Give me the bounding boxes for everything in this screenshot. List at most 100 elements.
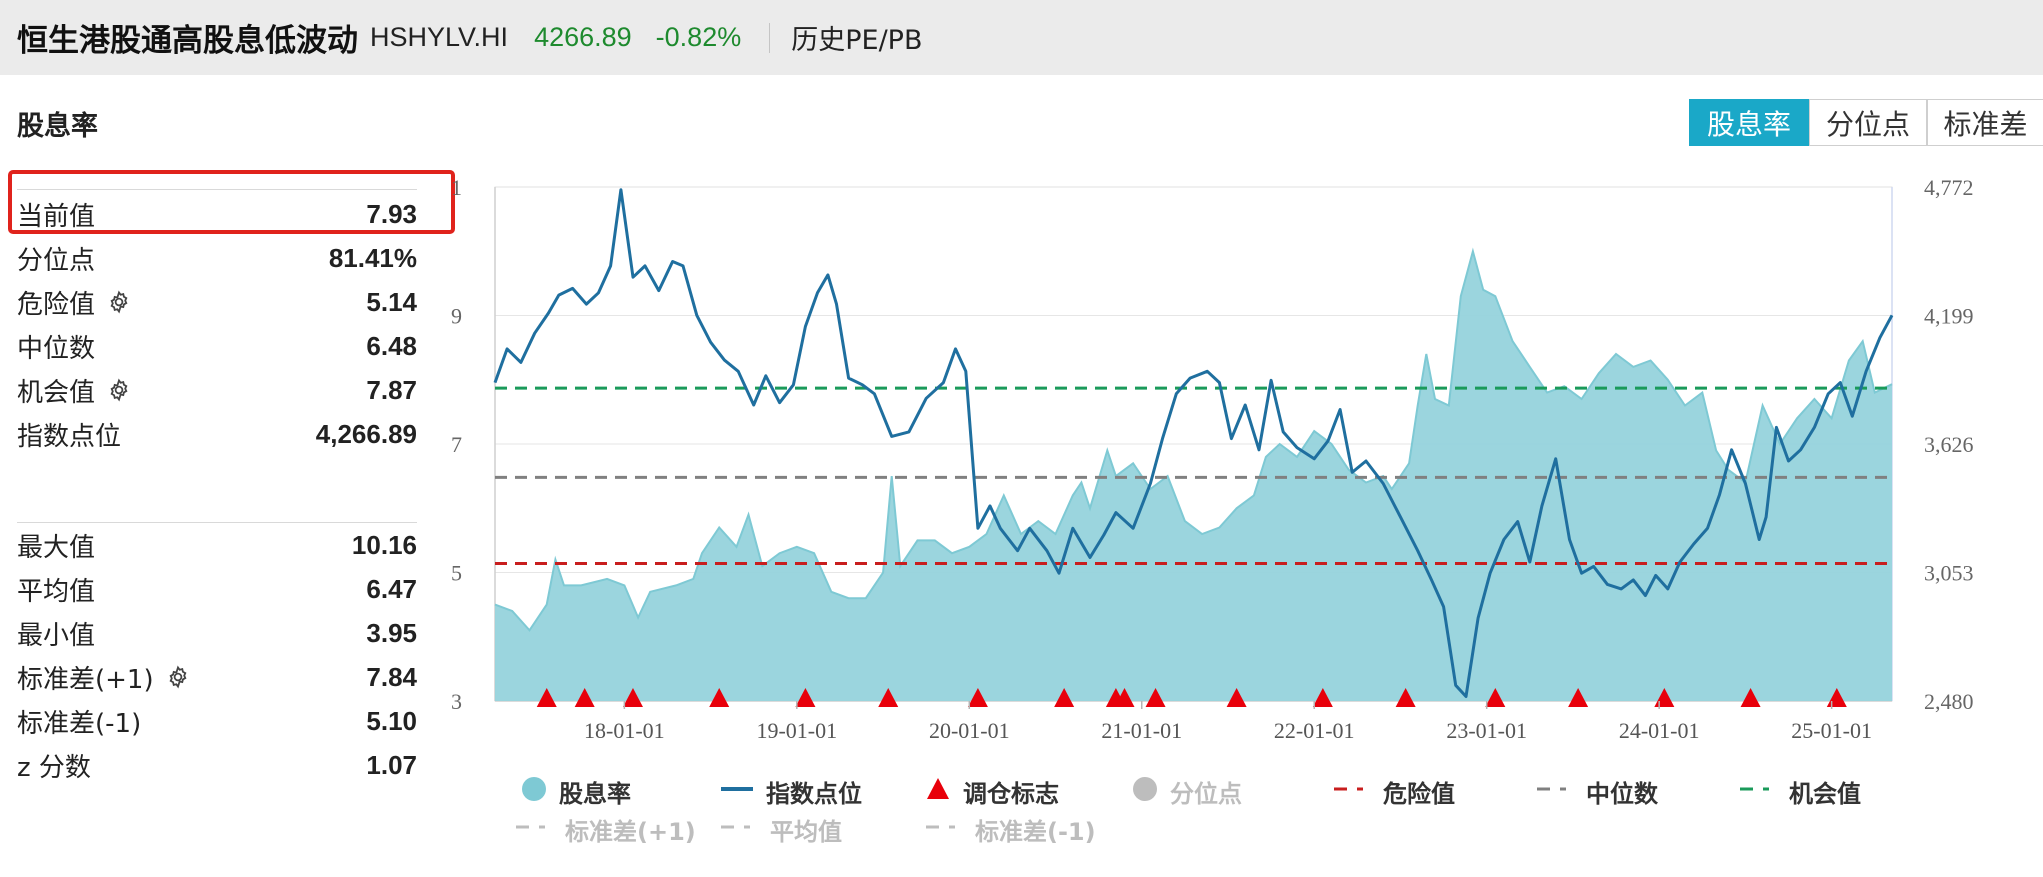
- stat-label: 标准差(+1): [17, 659, 190, 696]
- stat-label-text: 最大值: [17, 532, 96, 563]
- rebalance-marker: [967, 688, 988, 707]
- stat-label-text: 指数点位: [17, 421, 122, 452]
- rebalance-marker: [536, 688, 557, 707]
- stat-label-text: 标准差(+1): [17, 664, 154, 695]
- legend-item[interactable]: 分位点: [1132, 774, 1242, 809]
- index-level-line: [493, 188, 1894, 698]
- stat-value: 7.87: [366, 374, 417, 405]
- stat-row: 标准差(+1) 7.84: [17, 655, 417, 699]
- rebalance-marker: [1226, 688, 1247, 707]
- legend-item[interactable]: 股息率: [521, 774, 631, 809]
- index-code: HSHYLV.HI: [370, 22, 509, 52]
- x-tick-label: 18-01-01: [584, 718, 665, 743]
- stat-label: 最大值: [17, 527, 95, 564]
- rebalance-marker: [795, 688, 816, 707]
- legend-label: 股息率: [559, 780, 631, 808]
- stat-value: 7.93: [366, 198, 417, 229]
- legend-item[interactable]: 机会值: [1739, 774, 1861, 809]
- legend-label: 平均值: [770, 818, 842, 846]
- stat-value: 1.07: [366, 749, 417, 780]
- legend-label: 调仓标志: [963, 780, 1059, 808]
- stat-row: 指数点位 4,266.89: [17, 412, 417, 456]
- chart-legend: 股息率 指数点位 调仓标志 分位点 危险值 中位数 机会值标准差(+1) 平均值 标准差(-1): [512, 774, 1912, 864]
- rebalance-marker: [1312, 688, 1333, 707]
- x-tick-label: 24-01-01: [1619, 718, 1700, 743]
- stat-value: 6.48: [366, 330, 417, 361]
- history-pe-pb-link[interactable]: 历史PE/PB: [791, 25, 923, 56]
- legend-symbol-icon: [1536, 776, 1574, 808]
- rebalance-marker: [709, 688, 730, 707]
- y-left-tick-label: 5: [451, 561, 462, 586]
- legend-label: 危险值: [1383, 780, 1455, 808]
- legend-item[interactable]: 标准差(+1): [515, 812, 696, 847]
- stat-label: 中位数: [17, 328, 95, 365]
- index-price: 4266.89: [534, 22, 632, 52]
- toggle-percentile[interactable]: 分位点: [1809, 99, 1927, 146]
- x-tick-label: 23-01-01: [1446, 718, 1527, 743]
- legend-item[interactable]: 标准差(-1): [925, 812, 1096, 847]
- stat-value: 81.41%: [328, 242, 417, 273]
- legend-item[interactable]: 指数点位: [720, 774, 862, 809]
- y-left-tick-label: 3: [451, 689, 462, 714]
- legend-symbol-icon: [720, 776, 754, 808]
- index-name: 恒生港股通高股息低波动: [17, 23, 358, 59]
- stat-label-text: 机会值: [17, 377, 96, 408]
- settings-gear-icon[interactable]: [107, 290, 131, 314]
- y-right-tick-label: 4,199: [1924, 304, 1974, 329]
- stat-label: 机会值: [17, 372, 131, 409]
- rebalance-marker: [1114, 688, 1135, 707]
- legend-item[interactable]: 危险值: [1333, 774, 1455, 809]
- legend-item[interactable]: 调仓标志: [925, 774, 1059, 809]
- toggle-dividend-yield[interactable]: 股息率: [1689, 99, 1809, 146]
- metric-toggle: 股息率 分位点 标准差: [1689, 99, 2043, 146]
- legend-label: 分位点: [1170, 780, 1242, 808]
- stat-row: 当前值 7.93: [17, 192, 417, 236]
- legend-symbol-icon: [1132, 776, 1158, 808]
- stat-label-text: 当前值: [17, 201, 96, 232]
- y-right-tick-label: 3,053: [1924, 561, 1974, 586]
- stats-divider-middle: [17, 522, 417, 523]
- rebalance-marker: [574, 688, 595, 707]
- legend-symbol-icon: [515, 814, 553, 846]
- legend-symbol-icon: [925, 814, 963, 846]
- stat-row: 最大值 10.16: [17, 523, 417, 567]
- stat-label-text: 标准差(-1): [17, 708, 142, 739]
- legend-symbol-icon: [521, 776, 547, 808]
- top-bar: 恒生港股通高股息低波动 HSHYLV.HI 4266.89 -0.82% 历史P…: [0, 0, 2043, 75]
- legend-label: 指数点位: [766, 780, 862, 808]
- legend-item[interactable]: 中位数: [1536, 774, 1658, 809]
- rebalance-marker: [1485, 688, 1506, 707]
- dividend-yield-line: [494, 247, 1893, 632]
- toggle-std-dev[interactable]: 标准差: [1927, 99, 2043, 146]
- stat-label: z 分数: [17, 747, 91, 784]
- stat-value: 5.14: [366, 286, 417, 317]
- rebalance-marker: [1568, 688, 1589, 707]
- stat-value: 7.84: [366, 661, 417, 692]
- stat-row: z 分数 1.07: [17, 743, 417, 787]
- legend-label: 标准差(-1): [975, 818, 1096, 846]
- stat-row: 机会值 7.87: [17, 368, 417, 412]
- y-right-tick-label: 2,480: [1924, 689, 1974, 714]
- stat-row: 标准差(-1) 5.10: [17, 699, 417, 743]
- stat-label: 指数点位: [17, 416, 121, 453]
- stat-label: 平均值: [17, 571, 95, 608]
- y-left-tick-label: 7: [451, 432, 462, 457]
- stat-value: 3.95: [366, 617, 417, 648]
- legend-item[interactable]: 平均值: [720, 812, 842, 847]
- rebalance-marker: [1740, 688, 1761, 707]
- section-title: 股息率: [17, 111, 98, 142]
- stat-label: 标准差(-1): [17, 703, 141, 740]
- dividend-yield-area: [495, 251, 1892, 702]
- settings-gear-icon[interactable]: [166, 665, 190, 689]
- y-right-tick-label: 4,772: [1924, 175, 1974, 200]
- settings-gear-icon[interactable]: [107, 378, 131, 402]
- rebalance-marker: [622, 688, 643, 707]
- rebalance-marker: [878, 688, 899, 707]
- stat-label-text: 分位点: [17, 245, 96, 276]
- divider: [769, 22, 771, 53]
- stat-value: 4,266.89: [315, 418, 417, 449]
- stat-label-text: 危险值: [17, 289, 96, 320]
- x-tick-label: 22-01-01: [1274, 718, 1355, 743]
- stat-row: 最小值 3.95: [17, 611, 417, 655]
- x-tick-label: 25-01-01: [1791, 718, 1872, 743]
